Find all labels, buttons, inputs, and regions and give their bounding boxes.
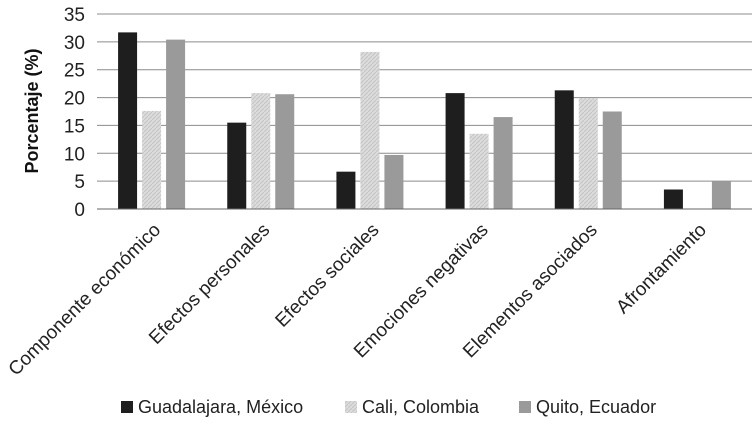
bar (602, 111, 622, 209)
x-tick-label: Efectos sociales (272, 220, 384, 332)
y-tick-label: 10 (64, 144, 85, 165)
legend-swatch (519, 401, 531, 413)
bar (554, 90, 574, 209)
legend: Guadalajara, México Cali, Colombia Quito, … (121, 397, 656, 417)
y-tick-label: 30 (64, 33, 85, 54)
legend-label: Guadalajara, México (138, 397, 303, 417)
y-axis-title: Porcentaje (%) (22, 48, 42, 173)
x-tick-label: Efectos personales (145, 220, 274, 349)
bar (445, 93, 465, 209)
bar (711, 181, 731, 209)
y-tick-label: 5 (74, 172, 85, 193)
bar (493, 117, 513, 209)
bar (166, 39, 186, 209)
legend-label: Quito, Ecuador (536, 397, 656, 417)
bar (118, 32, 138, 210)
bar (663, 189, 683, 209)
x-tick-label: Afrontamiento (612, 220, 710, 318)
bar (360, 51, 380, 210)
bar (142, 110, 162, 209)
y-tick-label: 15 (64, 116, 85, 137)
y-tick-label: 20 (64, 89, 85, 110)
legend-swatch (121, 401, 133, 413)
x-tick-label: Componente económico (5, 220, 165, 380)
bars (118, 32, 731, 210)
bar (469, 133, 489, 209)
y-tick-label: 25 (64, 61, 85, 82)
gridlines (97, 13, 752, 182)
bar (336, 171, 356, 209)
bar (384, 154, 404, 209)
legend-swatch (345, 401, 357, 413)
bar (578, 98, 598, 209)
y-tick-label: 0 (74, 200, 85, 221)
legend-label: Cali, Colombia (362, 397, 480, 417)
bar (227, 122, 247, 209)
bar (251, 93, 271, 209)
bar (275, 94, 295, 209)
y-tick-label: 35 (64, 5, 85, 26)
